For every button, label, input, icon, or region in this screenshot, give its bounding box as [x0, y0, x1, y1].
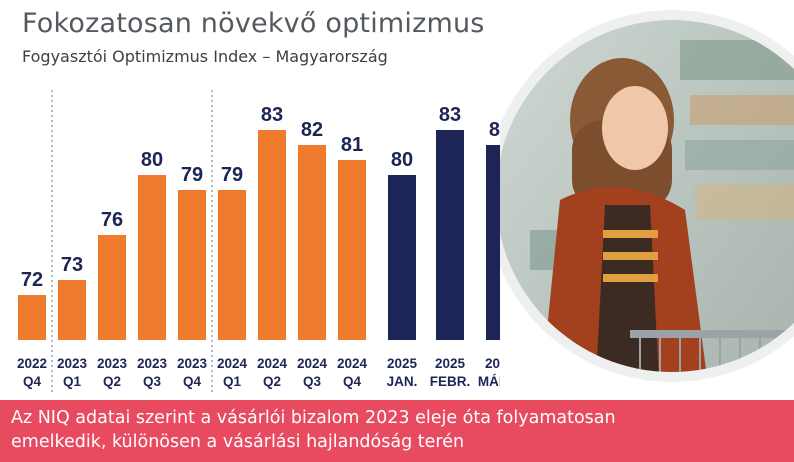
data-label: 76	[101, 209, 123, 231]
photo-content	[500, 20, 794, 372]
data-label: 82	[301, 119, 323, 141]
bar	[486, 145, 500, 340]
x-tick-label-year: 2023	[137, 356, 168, 371]
x-tick-label-period: Q2	[103, 374, 121, 389]
x-tick-label-period: Q1	[63, 374, 82, 389]
data-label: 79	[221, 164, 243, 186]
bar	[58, 280, 86, 340]
data-label: 80	[391, 149, 413, 171]
chart-title: Fokozatosan növekvő optimizmus	[22, 8, 485, 39]
x-tick-label-year: 2024	[337, 356, 368, 371]
caption-line-2: emelkedik, különösen a vásárlási hajland…	[11, 432, 465, 452]
data-label: 80	[141, 149, 163, 171]
bar	[138, 175, 166, 340]
bar	[258, 130, 286, 340]
data-label: 72	[21, 269, 43, 291]
x-tick-label-period: Q3	[143, 374, 162, 389]
x-tick-label-year: 2025	[387, 356, 418, 371]
bar	[218, 190, 246, 340]
bar-chart: 72 2022 Q4 73 2023 Q1 76 2023 Q2 80 2023 Q3 79 2023 Q4…	[17, 90, 500, 395]
bar	[298, 145, 326, 340]
bar	[98, 235, 126, 340]
shopper-illustration	[500, 10, 794, 382]
bar	[388, 175, 416, 340]
x-tick-label-period: JAN.	[387, 374, 418, 389]
x-tick-label-period: MÁRC.	[478, 374, 500, 389]
x-tick-label-period: Q4	[343, 374, 362, 389]
caption-banner: Az NIQ adatai szerint a vásárlói bizalom…	[0, 400, 794, 462]
x-tick-label-period: Q1	[223, 374, 242, 389]
bar	[436, 130, 464, 340]
bar	[338, 160, 366, 340]
x-tick-label-year: 2024	[297, 356, 328, 371]
bar	[178, 190, 206, 340]
chart-subtitle: Fogyasztói Optimizmus Index – Magyarorsz…	[22, 47, 388, 66]
x-tick-label-year: 2025	[485, 356, 500, 371]
x-tick-label-year: 2023	[57, 356, 88, 371]
x-tick-label-period: FEBR.	[430, 374, 471, 389]
x-tick-label-period: Q2	[263, 374, 281, 389]
x-tick-label-period: Q4	[23, 374, 42, 389]
data-label: 81	[341, 134, 363, 156]
x-tick-label-year: 2023	[177, 356, 208, 371]
x-tick-label-period: Q4	[183, 374, 202, 389]
caption-line-1: Az NIQ adatai szerint a vásárlói bizalom…	[11, 408, 616, 428]
x-tick-label-year: 2025	[435, 356, 466, 371]
data-label: 79	[181, 164, 203, 186]
data-label: 83	[261, 104, 283, 126]
data-label: 82	[489, 119, 500, 141]
data-label: 73	[61, 254, 83, 276]
x-tick-label-year: 2024	[257, 356, 288, 371]
x-tick-label-period: Q3	[303, 374, 322, 389]
x-tick-label-year: 2024	[217, 356, 248, 371]
bar	[18, 295, 46, 340]
data-label: 83	[439, 104, 461, 126]
shopper-photo	[500, 0, 794, 400]
x-tick-label-year: 2022	[17, 356, 47, 371]
x-tick-label-year: 2023	[97, 356, 128, 371]
